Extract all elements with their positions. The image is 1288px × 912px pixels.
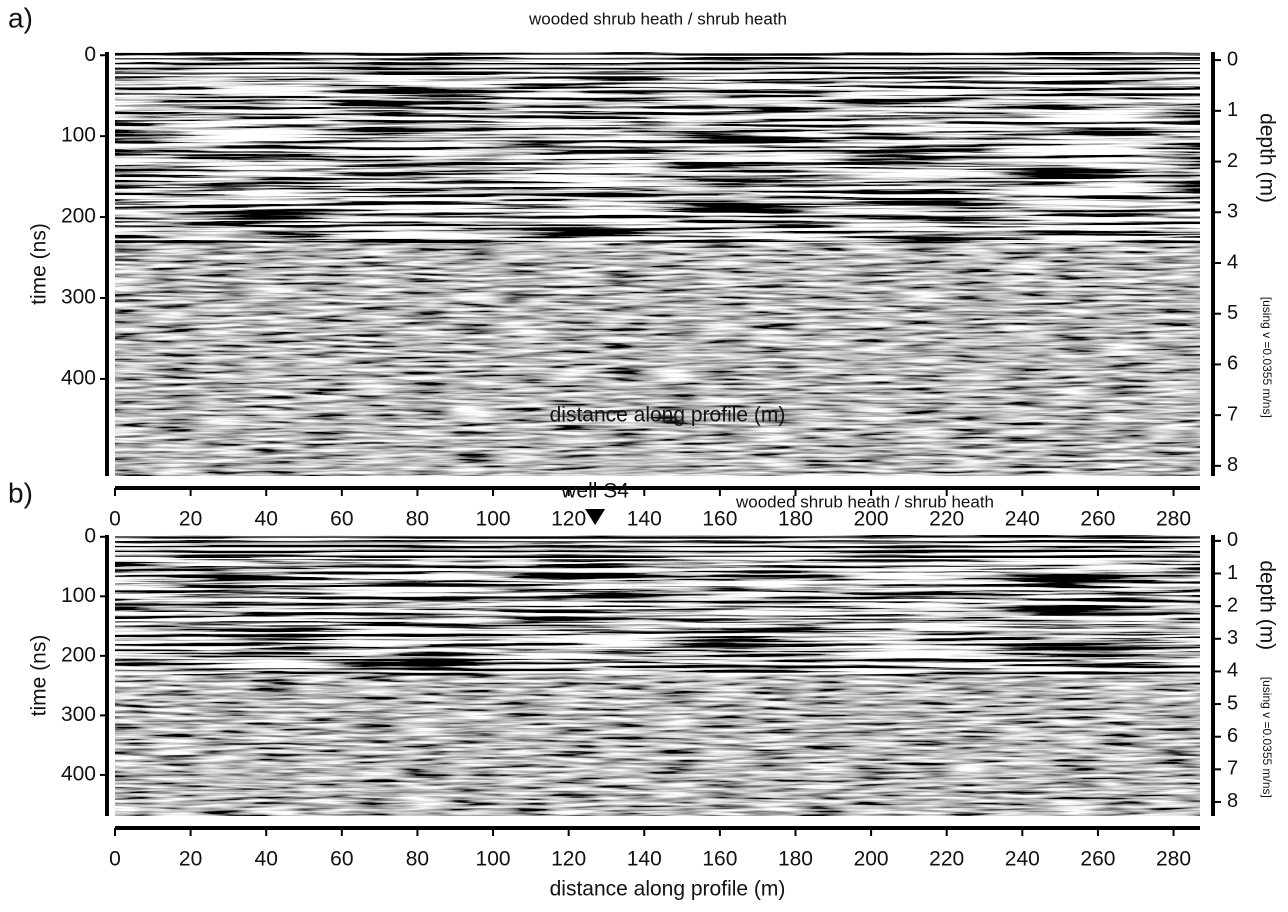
x-tick-label: 100 bbox=[476, 508, 511, 531]
x-tick-label: 260 bbox=[1080, 848, 1115, 871]
annotation-label: well S4 bbox=[560, 480, 629, 503]
y-tick-label: 0 bbox=[84, 43, 96, 66]
x-tick-label: 120 bbox=[551, 508, 586, 531]
panel-label: b) bbox=[8, 477, 33, 508]
y-axis-label: time (ns) bbox=[28, 635, 51, 717]
y2-tick-label: 7 bbox=[1227, 403, 1238, 425]
y-tick-label: 300 bbox=[61, 703, 96, 726]
y2-tick-label: 6 bbox=[1227, 353, 1238, 375]
x-tick-label: 80 bbox=[406, 848, 429, 871]
x-tick-label: 180 bbox=[778, 508, 813, 531]
radargram-image-upper bbox=[115, 52, 1200, 243]
x-tick-label: 0 bbox=[109, 508, 121, 531]
x-tick-label: 280 bbox=[1156, 848, 1191, 871]
y-tick-label: 400 bbox=[61, 366, 96, 389]
y2-tick-label: 7 bbox=[1227, 758, 1238, 780]
x-axis-label: distance along profile (m) bbox=[550, 404, 786, 427]
annotation-marker bbox=[585, 509, 606, 525]
y2-tick-label: 2 bbox=[1227, 594, 1238, 616]
x-tick-label: 80 bbox=[406, 508, 429, 531]
y2-tick-label: 3 bbox=[1227, 201, 1238, 223]
y-tick-label: 400 bbox=[61, 762, 96, 785]
y2-tick-label: 0 bbox=[1227, 48, 1238, 70]
y2-tick-label: 6 bbox=[1227, 725, 1238, 747]
y2-tick-label: 8 bbox=[1227, 790, 1238, 812]
x-tick-label: 260 bbox=[1080, 508, 1115, 531]
x-tick-label: 60 bbox=[330, 508, 353, 531]
x-tick-label: 220 bbox=[929, 508, 964, 531]
y-tick-label: 200 bbox=[61, 205, 96, 228]
x-tick-label: 200 bbox=[854, 508, 889, 531]
y2-note: [using v =0.0355 m/ns] bbox=[1260, 677, 1274, 798]
y2-tick-label: 1 bbox=[1227, 99, 1238, 121]
panel-title: wooded shrub heath / shrub heath bbox=[528, 9, 787, 28]
y2-note: [using v =0.0355 m/ns] bbox=[1260, 297, 1274, 418]
x-tick-label: 100 bbox=[476, 848, 511, 871]
x-tick-label: 280 bbox=[1156, 508, 1191, 531]
y2-tick-label: 5 bbox=[1227, 692, 1238, 714]
x-tick-label: 60 bbox=[330, 848, 353, 871]
x-tick-label: 220 bbox=[929, 848, 964, 871]
x-tick-label: 20 bbox=[179, 848, 202, 871]
x-tick-label: 20 bbox=[179, 508, 202, 531]
x-tick-label: 0 bbox=[109, 848, 121, 871]
panel-label: a) bbox=[8, 2, 33, 33]
y-tick-label: 0 bbox=[84, 524, 96, 547]
x-tick-label: 140 bbox=[627, 848, 662, 871]
x-tick-label: 40 bbox=[255, 508, 278, 531]
y-tick-label: 300 bbox=[61, 286, 96, 309]
y2-tick-label: 2 bbox=[1227, 150, 1238, 172]
y-tick-label: 100 bbox=[61, 124, 96, 147]
x-tick-label: 200 bbox=[854, 848, 889, 871]
x-tick-label: 140 bbox=[627, 508, 662, 531]
x-tick-label: 40 bbox=[255, 848, 278, 871]
x-tick-label: 160 bbox=[702, 848, 737, 871]
panel-title: wooded shrub heath / shrub heath bbox=[735, 492, 994, 511]
x-tick-label: 240 bbox=[1005, 848, 1040, 871]
x-tick-label: 180 bbox=[778, 848, 813, 871]
x-tick-label: 160 bbox=[702, 508, 737, 531]
x-tick-label: 240 bbox=[1005, 508, 1040, 531]
y2-axis-label: depth (m) bbox=[1255, 113, 1278, 203]
y-axis-label: time (ns) bbox=[28, 223, 51, 305]
y2-tick-label: 1 bbox=[1227, 562, 1238, 584]
y-tick-label: 100 bbox=[61, 584, 96, 607]
y2-tick-label: 4 bbox=[1227, 660, 1238, 682]
y2-axis-label: depth (m) bbox=[1255, 560, 1278, 650]
y2-tick-label: 3 bbox=[1227, 627, 1238, 649]
y2-tick-label: 8 bbox=[1227, 454, 1238, 476]
y2-tick-label: 4 bbox=[1227, 251, 1238, 273]
x-axis-label: distance along profile (m) bbox=[550, 878, 786, 901]
y2-tick-label: 0 bbox=[1227, 529, 1238, 551]
y2-tick-label: 5 bbox=[1227, 302, 1238, 324]
y-tick-label: 200 bbox=[61, 643, 96, 666]
x-tick-label: 120 bbox=[551, 848, 586, 871]
